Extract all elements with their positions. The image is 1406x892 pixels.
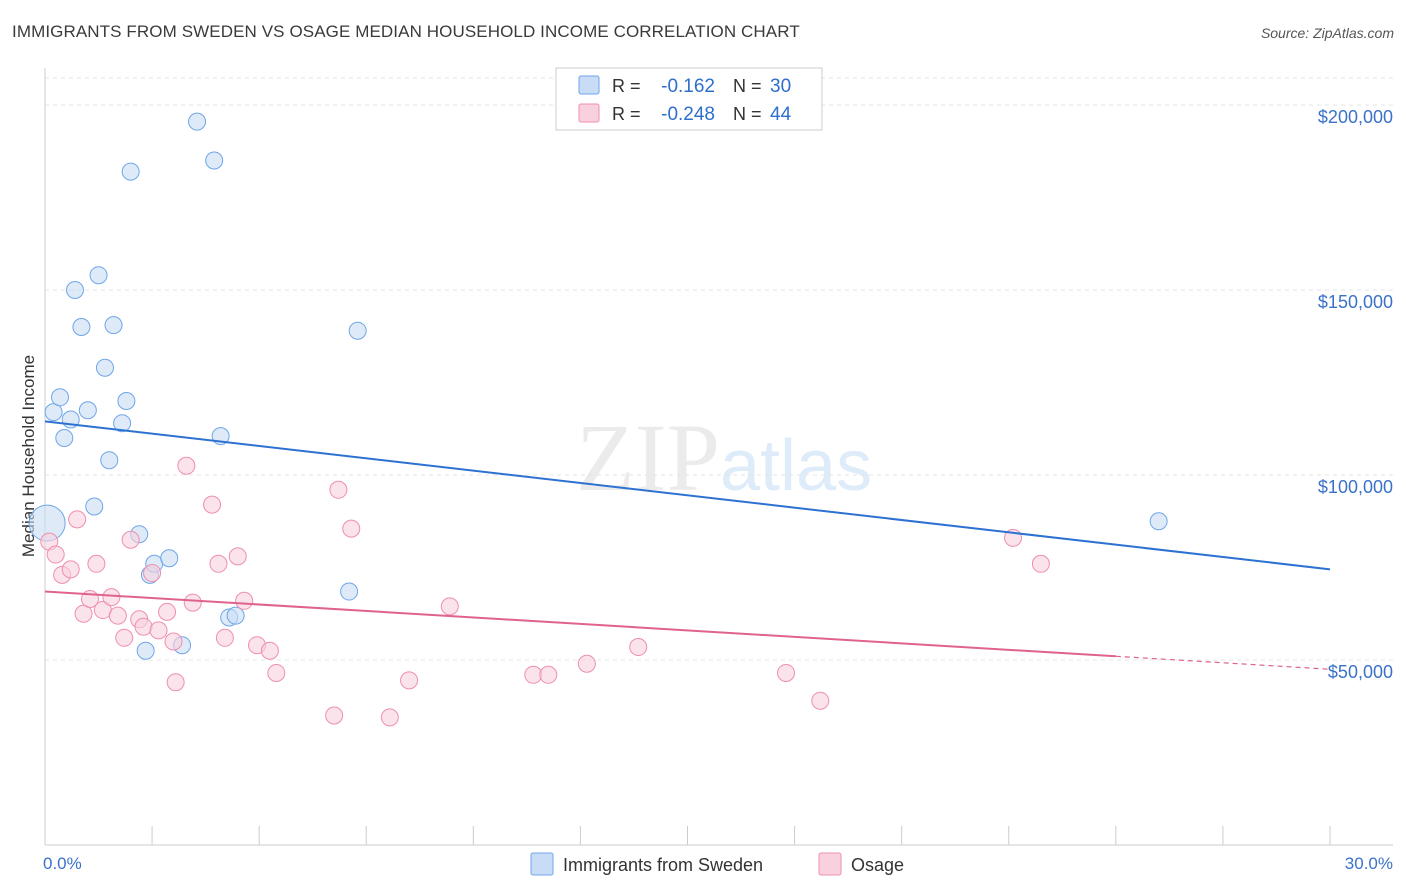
point-sweden: [136, 641, 155, 660]
point-osage: [215, 628, 234, 647]
point-osage: [267, 663, 286, 682]
point-osage: [260, 641, 279, 660]
point-sweden: [348, 321, 367, 340]
stats-n-value-osage: 44: [770, 104, 792, 125]
point-sweden: [1149, 512, 1168, 531]
point-osage: [149, 621, 168, 640]
stats-r-label-osage: R =: [612, 104, 641, 124]
point-osage: [329, 480, 348, 499]
gridlines: [45, 77, 1393, 661]
point-sweden: [117, 392, 136, 410]
point-sweden: [104, 316, 123, 335]
trend-line-osage-extension: [1115, 655, 1331, 670]
point-sweden: [226, 606, 245, 625]
point-osage: [577, 654, 596, 673]
point-osage: [68, 510, 87, 529]
stats-r-value-osage: -0.248: [661, 104, 715, 125]
y-axis-label: Median Household Income: [19, 355, 38, 557]
trend-line-osage: [44, 590, 1116, 658]
legend-swatch-sweden: [530, 852, 554, 876]
point-sweden: [85, 497, 104, 516]
point-osage: [203, 495, 222, 514]
watermark-zip: ZIP: [576, 404, 720, 511]
point-sweden: [160, 549, 179, 568]
point-osage: [629, 638, 648, 657]
point-osage: [524, 665, 543, 684]
point-osage: [134, 617, 153, 636]
stats-n-label-sweden: N =: [733, 76, 762, 96]
point-osage: [87, 554, 106, 573]
point-sweden: [113, 414, 132, 433]
point-osage: [158, 602, 177, 621]
point-osage: [228, 547, 247, 566]
data-points: [28, 112, 1168, 727]
x-tick-label-max: 30.0%: [1345, 854, 1393, 873]
series-legend: Immigrants from Sweden Osage: [530, 852, 904, 876]
x-axis-ticks: [44, 826, 1331, 845]
point-sweden: [95, 358, 114, 377]
point-sweden: [205, 151, 224, 170]
point-sweden: [72, 318, 91, 336]
point-sweden: [50, 388, 69, 407]
point-osage: [61, 560, 80, 579]
point-osage: [121, 530, 140, 549]
stats-legend: R = -0.162 N = 30 R = -0.248 N = 44: [555, 67, 823, 131]
legend-swatch-osage: [818, 852, 842, 876]
chart-source: Source: ZipAtlas.com: [1260, 25, 1394, 41]
point-sweden: [78, 401, 97, 420]
trend-line-sweden: [44, 420, 1331, 571]
point-osage: [164, 632, 183, 651]
stats-n-value-sweden: 30: [770, 76, 791, 97]
point-osage: [777, 663, 796, 682]
point-osage: [1031, 554, 1050, 573]
point-osage: [400, 671, 419, 690]
trend-lines: [44, 420, 1331, 670]
stats-n-label-osage: N =: [733, 104, 762, 124]
y-tick-label: $200,000: [1318, 107, 1393, 127]
point-sweden: [89, 266, 108, 285]
point-sweden: [340, 582, 359, 601]
point-osage: [209, 554, 228, 573]
y-tick-label: $150,000: [1318, 292, 1393, 312]
point-osage: [115, 628, 134, 647]
stats-legend-box: [555, 67, 823, 131]
chart-title: IMMIGRANTS FROM SWEDEN VS OSAGE MEDIAN H…: [12, 22, 800, 41]
legend-label-osage: Osage: [851, 855, 904, 875]
point-osage: [177, 456, 196, 475]
point-sweden: [65, 281, 84, 299]
watermark: ZIP atlas: [576, 404, 872, 511]
y-tick-labels: $50,000 $100,000 $150,000 $200,000: [1318, 107, 1393, 682]
point-osage: [235, 591, 254, 610]
stats-r-label-sweden: R =: [612, 76, 641, 96]
point-sweden: [188, 112, 207, 131]
point-osage: [166, 673, 185, 692]
point-osage: [342, 519, 361, 538]
legend-label-sweden: Immigrants from Sweden: [563, 855, 763, 875]
point-osage: [325, 706, 344, 725]
y-tick-label: $100,000: [1318, 477, 1393, 497]
point-osage: [108, 606, 127, 625]
point-osage: [46, 545, 65, 564]
point-osage: [102, 588, 121, 607]
point-osage: [539, 665, 558, 684]
point-sweden: [121, 162, 140, 181]
y-tick-label: $50,000: [1328, 662, 1393, 682]
point-osage: [143, 564, 162, 583]
point-osage: [440, 597, 459, 616]
stats-swatch-sweden: [578, 75, 600, 95]
x-tick-label-min: 0.0%: [43, 854, 82, 873]
point-osage: [380, 708, 399, 727]
point-osage: [183, 593, 202, 612]
point-sweden: [55, 429, 74, 447]
point-osage: [811, 691, 830, 710]
stats-r-value-sweden: -0.162: [661, 76, 715, 97]
watermark-atlas: atlas: [720, 426, 872, 506]
point-sweden: [100, 451, 119, 470]
stats-swatch-osage: [578, 103, 600, 123]
